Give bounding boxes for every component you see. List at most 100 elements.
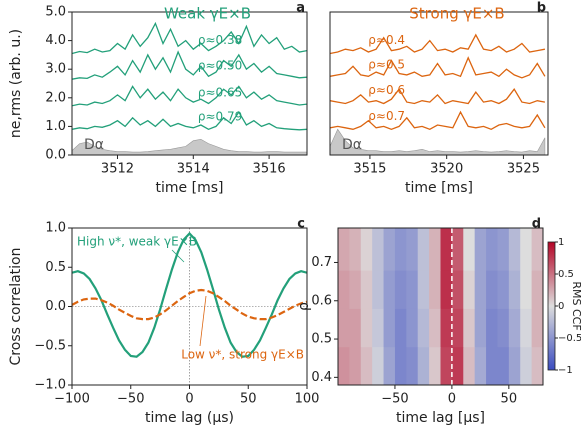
heat-cell xyxy=(451,270,464,309)
x-tick-label: 0 xyxy=(185,392,193,407)
y-tick-label: 1.0 xyxy=(45,221,66,236)
x-tick-label: −50 xyxy=(381,392,408,407)
heat-cell xyxy=(497,308,510,348)
heat-cell xyxy=(406,346,419,385)
x-tick-label: −100 xyxy=(54,392,90,407)
heat-cell xyxy=(520,346,533,385)
panel-letter: a xyxy=(296,1,305,16)
x-tick-label: 3512 xyxy=(101,162,134,177)
heat-cell xyxy=(349,228,362,271)
heat-cell xyxy=(394,346,407,385)
y-tick-label: 0.4 xyxy=(311,370,332,385)
heat-cell xyxy=(383,228,396,271)
y-tick-label: 3.0 xyxy=(45,62,66,77)
x-tick-label: 100 xyxy=(295,392,320,407)
panel-letter: c xyxy=(297,217,305,232)
heat-cell xyxy=(463,308,476,348)
y-axis-label: Cross correlation xyxy=(8,248,24,366)
heat-cell xyxy=(383,308,396,348)
axes-frame xyxy=(337,227,544,386)
series-line xyxy=(72,288,307,321)
heat-cell xyxy=(531,308,543,348)
heat-cell xyxy=(338,228,350,271)
heat-cell xyxy=(486,270,498,309)
series-label: ρ≈0.38 xyxy=(198,33,242,47)
heat-cell xyxy=(360,346,373,385)
colorbar-tick-label: −1 xyxy=(558,365,573,376)
heat-cell xyxy=(338,346,350,385)
heat-cell xyxy=(508,346,521,385)
panel-title: Weak γE×B xyxy=(164,5,251,23)
heat-cell xyxy=(531,270,543,309)
y-tick-label: 4.0 xyxy=(45,33,66,48)
colorbar-tick-label: 1 xyxy=(558,237,564,248)
d-alpha-area xyxy=(72,138,307,155)
heat-cell xyxy=(429,228,441,271)
heat-cell xyxy=(474,346,487,385)
series-line xyxy=(72,110,307,131)
d-alpha-area xyxy=(330,128,546,155)
d-alpha-label: Dα xyxy=(342,137,362,153)
panel: Dα ρ≈0.38 ρ≈0.50 ρ≈0.65 ρ≈0.79 3512 3514 3516 0.… xyxy=(8,1,308,196)
series-label: ρ≈0.4 xyxy=(368,33,405,47)
x-tick-label: 0 xyxy=(448,392,456,407)
x-tick-label: 50 xyxy=(240,392,257,407)
series-label: Low ν*, strong γE×B xyxy=(181,348,304,362)
y-tick-label: −1.0 xyxy=(34,378,66,393)
series-label: ρ≈0.5 xyxy=(368,57,405,71)
series-line xyxy=(330,110,546,131)
series-label: ρ≈0.7 xyxy=(368,109,405,123)
heat-cell xyxy=(349,308,362,348)
heat-cell xyxy=(394,270,407,309)
colorbar-tick-label: 0 xyxy=(558,301,564,312)
x-tick-label: 50 xyxy=(501,392,518,407)
heat-cell xyxy=(417,228,430,271)
heat-cell xyxy=(474,228,487,271)
series-label: ρ≈0.6 xyxy=(368,83,405,97)
heat-cell xyxy=(372,308,385,348)
colorbar-tick-label: −0.5 xyxy=(558,333,581,344)
heat-cell xyxy=(440,270,453,309)
heat-cell xyxy=(451,308,464,348)
x-axis-label: time lag [µs] xyxy=(396,410,485,426)
heat-cell xyxy=(417,308,430,348)
heat-cell xyxy=(531,228,543,271)
heat-cell xyxy=(383,346,396,385)
series-label: ρ≈0.65 xyxy=(198,85,242,99)
series-label: ρ≈0.50 xyxy=(198,59,242,73)
heat-cell xyxy=(394,308,407,348)
plot-area xyxy=(330,33,546,155)
pointer xyxy=(199,295,207,347)
heat-cell xyxy=(520,308,533,348)
colorbar-tick-label: 0.5 xyxy=(558,269,574,280)
heat-cell xyxy=(474,270,487,309)
heat-cell xyxy=(463,346,476,385)
heat-cell xyxy=(520,270,533,309)
heat-cell xyxy=(486,228,498,271)
heat-cell xyxy=(451,346,464,385)
heat-cell xyxy=(429,270,441,309)
heat-cell xyxy=(394,228,407,271)
y-tick-label: 0.5 xyxy=(311,332,332,347)
heat-cell xyxy=(440,308,453,348)
x-tick-label: 3515 xyxy=(353,162,386,177)
heat-cell xyxy=(338,270,350,309)
d-alpha-label: Dα xyxy=(84,137,104,153)
plot-area xyxy=(72,21,307,155)
series-line xyxy=(72,50,307,80)
x-tick-label: 3525 xyxy=(507,162,540,177)
heat-cell xyxy=(440,228,453,271)
y-tick-label: 2.0 xyxy=(45,90,66,105)
heat-cell xyxy=(417,346,430,385)
y-tick-label: 0.5 xyxy=(45,260,66,275)
plot-area xyxy=(72,228,307,385)
heat-cell xyxy=(497,270,510,309)
heat-cell xyxy=(349,346,362,385)
panel-title: Strong γE×B xyxy=(409,5,504,23)
x-tick-label: 3520 xyxy=(430,162,463,177)
series-label: High ν*, weak γE×B xyxy=(77,235,197,249)
pointer xyxy=(171,249,185,263)
heat-cell xyxy=(463,228,476,271)
y-tick-label: 0.0 xyxy=(45,299,66,314)
heat-cell xyxy=(429,308,441,348)
